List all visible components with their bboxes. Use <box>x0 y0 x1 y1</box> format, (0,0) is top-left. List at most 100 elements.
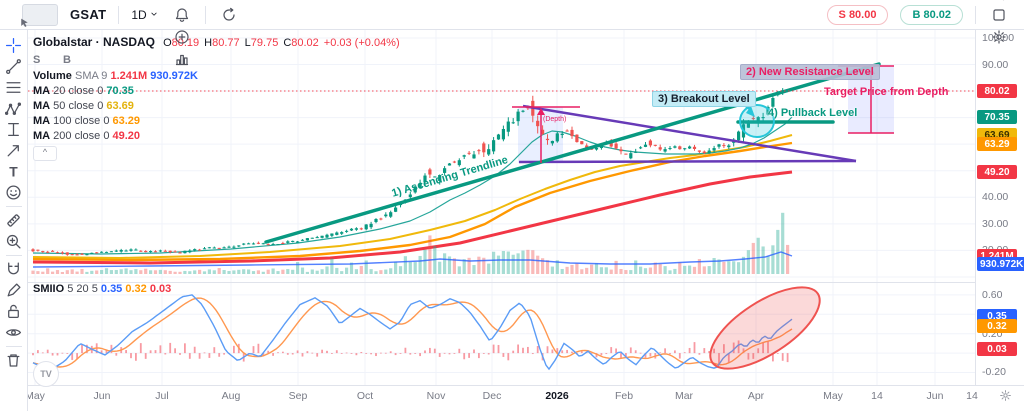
time-tick-label: Aug <box>221 390 241 402</box>
buy-button[interactable]: B 80.02 <box>900 4 963 25</box>
time-tick-label: Jun <box>926 390 944 402</box>
arrow-marker-icon[interactable] <box>3 140 25 161</box>
time-tick-label: Sep <box>288 390 308 402</box>
ma-legend-row[interactable]: MA 50 close 0 63.69 <box>33 100 134 112</box>
smiio-label: SMIIO <box>33 283 65 295</box>
volume-layer <box>31 212 790 274</box>
axis-tick-label: 90.00 <box>982 59 1009 71</box>
sell-button[interactable]: S 80.00 <box>826 4 889 25</box>
svg-text:T: T <box>9 163 18 179</box>
price-badge: 63.29 <box>977 137 1017 151</box>
ma-legend-row[interactable]: MA 200 close 0 49.20 <box>33 130 141 142</box>
chevron-down-icon <box>149 8 159 22</box>
time-tick-label: Mar <box>674 390 694 402</box>
time-tick-label: 14 <box>966 390 978 402</box>
smiio-value: 0.03 <box>149 283 172 295</box>
axis-settings-icon[interactable] <box>999 389 1012 407</box>
price-badge: 49.20 <box>977 165 1017 179</box>
price-badge: 930.972K <box>977 257 1024 271</box>
time-tick-label: Jun <box>93 390 111 402</box>
legend-sell-chip[interactable]: S <box>33 54 41 66</box>
toolbar-divider <box>5 255 22 256</box>
smiio-legend-row[interactable]: SMIIO 5 20 5 0.35 0.32 0.03 <box>33 283 172 295</box>
time-tick-label: Feb <box>614 390 634 402</box>
ma-legend-row[interactable]: MA 20 close 0 70.35 <box>33 85 134 97</box>
interval-button[interactable]: 1D <box>131 8 158 22</box>
symbol-name[interactable]: GSAT <box>70 7 107 22</box>
ohlc-value: 80.77 <box>212 37 240 49</box>
time-tick-label: Dec <box>482 390 502 402</box>
magnet-icon[interactable] <box>3 259 25 280</box>
volume-sma-value: 930.972K <box>150 70 198 82</box>
legend-buy-chip[interactable]: B <box>63 54 71 66</box>
ma-lines-layer <box>32 116 793 265</box>
tradingview-logo[interactable]: TV <box>33 361 59 387</box>
time-tick-label: May <box>823 390 843 402</box>
ohlc-key: L <box>244 37 251 49</box>
fib-retracement-icon[interactable] <box>3 77 25 98</box>
price-axis[interactable]: 100.0090.0040.0030.0020.000.600.400.20-0… <box>975 30 1024 405</box>
maximize-icon[interactable] <box>988 4 1010 26</box>
volume-label: Volume <box>33 70 72 82</box>
ohlc-value: 79.75 <box>250 37 279 49</box>
time-tick-label: 2026 <box>545 390 569 402</box>
axis-tick-label: -0.20 <box>982 366 1006 378</box>
time-tick-label: Nov <box>426 390 446 402</box>
smiio-value: 0.32 <box>125 283 147 295</box>
draw-icon[interactable] <box>3 280 25 301</box>
smiio-value: 0.35 <box>100 283 123 295</box>
axis-tick-label: 0.60 <box>982 289 1003 301</box>
ohlc-value: 80.19 <box>171 37 200 49</box>
time-tick-label: May <box>25 390 45 402</box>
lock-drawings-icon[interactable] <box>3 301 25 322</box>
toolbar-divider <box>118 5 120 24</box>
alert-icon[interactable] <box>171 4 193 26</box>
price-badge: 0.32 <box>977 319 1017 333</box>
pullback-level-label[interactable]: 4) Pullback Level <box>768 107 858 119</box>
breakout-level-label[interactable]: 3) Breakout Level <box>652 91 756 107</box>
volume-value: 1.241M <box>110 70 148 82</box>
long-position-icon[interactable] <box>3 119 25 140</box>
price-badge: 0.03 <box>977 342 1017 356</box>
xabcd-pattern-icon[interactable] <box>3 98 25 119</box>
toolbar-divider <box>5 346 22 347</box>
axis-tick-label: 40.00 <box>982 191 1009 203</box>
time-tick-label: Apr <box>747 390 765 402</box>
emoji-tool-icon[interactable] <box>3 182 25 203</box>
ohlc-key: H <box>204 37 213 49</box>
symbol-logo-thumbnail[interactable] <box>21 3 58 27</box>
axis-tick-label: 30.00 <box>982 218 1009 230</box>
ruler-icon[interactable] <box>3 210 25 231</box>
zoom-in-icon[interactable] <box>3 231 25 252</box>
legend-collapse-button[interactable]: ^ <box>33 146 57 161</box>
symbol-title[interactable]: Globalstar · NASDAQ <box>33 35 156 49</box>
volume-sma-label: SMA 9 <box>74 70 108 82</box>
smiio-ellipse-layer[interactable] <box>698 272 832 384</box>
settings-icon[interactable] <box>988 26 1010 48</box>
resistance-level-label[interactable]: 2) New Resistance Level <box>740 64 880 80</box>
time-axis[interactable]: May Jun Jul Aug Sep Oct Nov Dec 2026 Feb Mar Apr May… <box>25 385 1024 407</box>
ohlc-key: C <box>283 37 292 49</box>
volume-legend-row[interactable]: Volume SMA 9 1.241M 930.972K <box>33 69 400 83</box>
depth-measure-label: (Depth) <box>543 116 567 123</box>
financials-icon[interactable] <box>171 48 193 70</box>
change-value: +0.03 (+0.04%) <box>323 37 400 49</box>
trend-line-icon[interactable] <box>3 56 25 77</box>
target-price-label[interactable]: Target Price from Depth <box>824 86 949 98</box>
ohlc-key: O <box>163 37 172 49</box>
hide-drawings-icon[interactable] <box>3 322 25 343</box>
replay-icon[interactable] <box>218 4 240 26</box>
crosshair-icon[interactable] <box>3 35 25 56</box>
ohlc-values: O80.19 H80.77 L79.75 C80.02 +0.03 (+0.04%) <box>158 37 400 49</box>
ma-legend-row[interactable]: MA 100 close 0 63.29 <box>33 115 141 127</box>
cursor-icon <box>18 17 31 35</box>
delete-drawings-icon[interactable] <box>3 350 25 371</box>
candles-layer <box>31 88 790 256</box>
drawings-layer[interactable] <box>28 62 975 244</box>
drawing-toolbar: T <box>0 30 28 411</box>
text-tool-icon[interactable]: T <box>3 161 25 182</box>
chart-legend: Globalstar · NASDAQ O80.19 H80.77 L79.75 C8… <box>33 35 400 161</box>
compare-icon[interactable] <box>171 26 193 48</box>
